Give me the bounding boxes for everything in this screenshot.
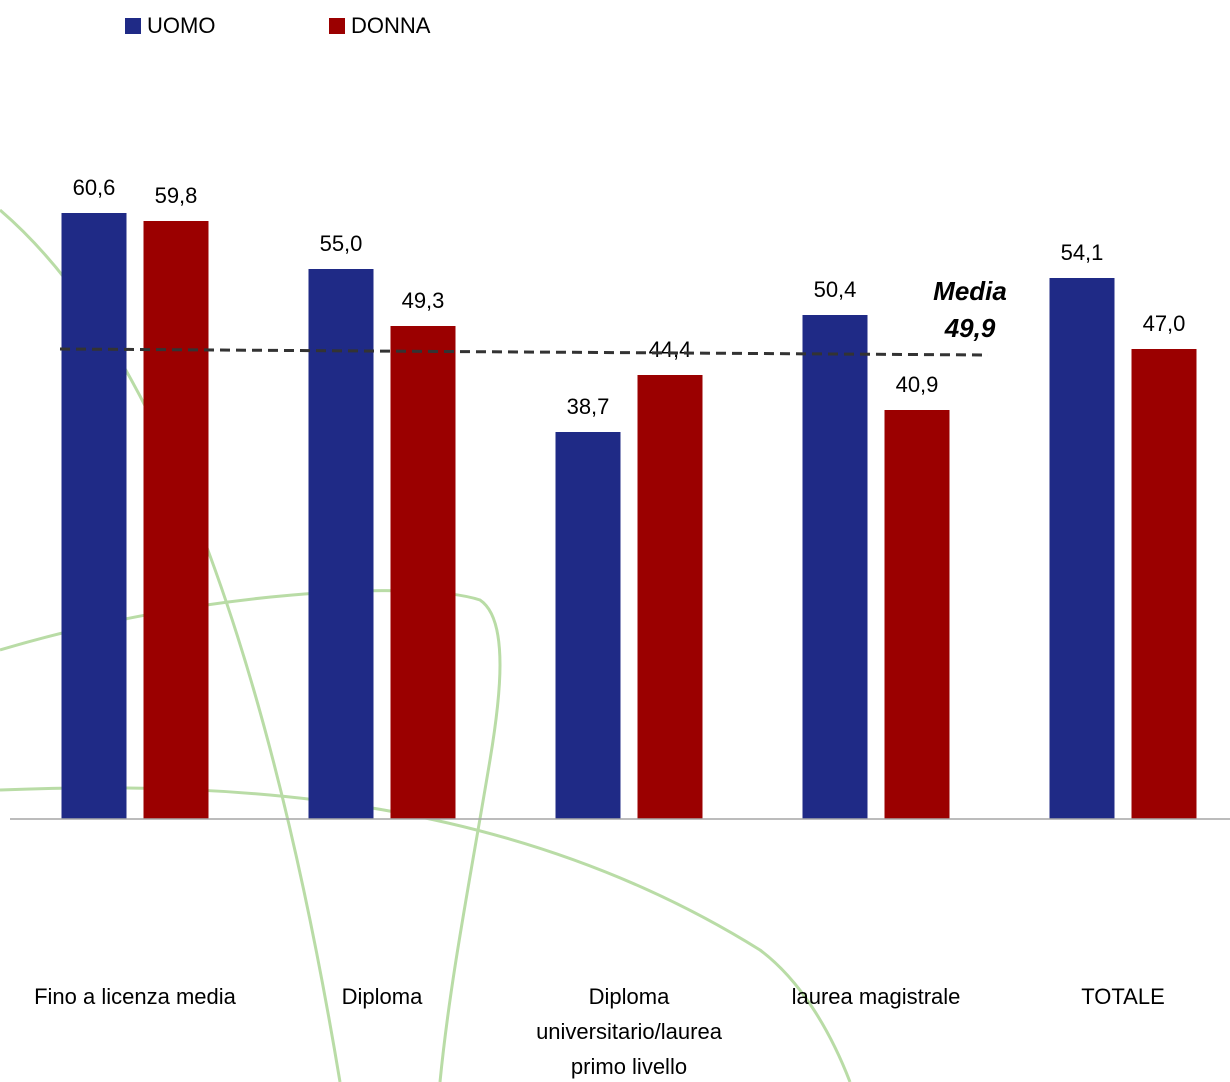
data-label-uomo-2: 38,7 [567, 394, 610, 419]
x-tick-label-line: Diploma [342, 984, 423, 1009]
x-tick-label-line: TOTALE [1081, 984, 1165, 1009]
data-label-uomo-1: 55,0 [320, 231, 363, 256]
x-axis-labels: Fino a licenza media Diploma Diploma univer… [34, 984, 1165, 1079]
legend-item-uomo: UOMO [125, 12, 215, 40]
x-tick-label-line: laurea magistrale [792, 984, 961, 1009]
data-label-donna-1: 49,3 [402, 288, 445, 313]
x-tick-label-line: Fino a licenza media [34, 984, 237, 1009]
decor-arc-3 [0, 786, 852, 1082]
data-label-uomo-3: 50,4 [814, 277, 857, 302]
data-label-donna-2: 44,4 [649, 337, 692, 362]
data-label-uomo-0: 60,6 [73, 175, 116, 200]
x-tick-label-4: TOTALE [1081, 984, 1165, 1009]
bar-donna-0 [143, 221, 209, 819]
x-tick-label-line: universitario/laurea [536, 1019, 723, 1044]
legend-label-uomo: UOMO [147, 13, 216, 38]
data-label-donna-3: 40,9 [896, 372, 939, 397]
media-reference-line [59, 347, 989, 357]
bar-donna-1 [390, 326, 456, 819]
labels-layer: 60,6 59,8 55,0 49,3 38,7 44,4 50,4 40,9 54,1 47,0 [73, 175, 1186, 419]
bars-layer [61, 213, 1197, 819]
bar-uomo-1 [308, 269, 374, 819]
legend-swatch-uomo [125, 18, 141, 34]
bar-donna-2 [637, 375, 703, 819]
legend-label-donna: DONNA [351, 13, 431, 38]
x-tick-label-0: Fino a licenza media [34, 984, 237, 1009]
data-label-donna-4: 47,0 [1143, 311, 1186, 336]
media-label: Media [933, 276, 1007, 306]
x-tick-label-2: Diploma universitario/laurea primo livello [536, 984, 723, 1079]
x-tick-label-line: Diploma [589, 984, 670, 1009]
bar-uomo-3 [802, 315, 868, 819]
data-label-donna-0: 59,8 [155, 183, 198, 208]
data-label-uomo-4: 54,1 [1061, 240, 1104, 265]
media-value: 49,9 [944, 313, 996, 343]
legend-swatch-donna [329, 18, 345, 34]
x-tick-label-line: primo livello [571, 1054, 687, 1079]
legend-item-donna: DONNA [329, 12, 430, 40]
bar-donna-3 [884, 410, 950, 819]
x-tick-label-1: Diploma [342, 984, 423, 1009]
bar-donna-4 [1131, 349, 1197, 819]
decor-arc-2 [0, 589, 502, 1082]
bar-uomo-0 [61, 213, 127, 819]
bar-uomo-2 [555, 432, 621, 819]
bar-uomo-4 [1049, 278, 1115, 819]
x-tick-label-3: laurea magistrale [792, 984, 961, 1009]
